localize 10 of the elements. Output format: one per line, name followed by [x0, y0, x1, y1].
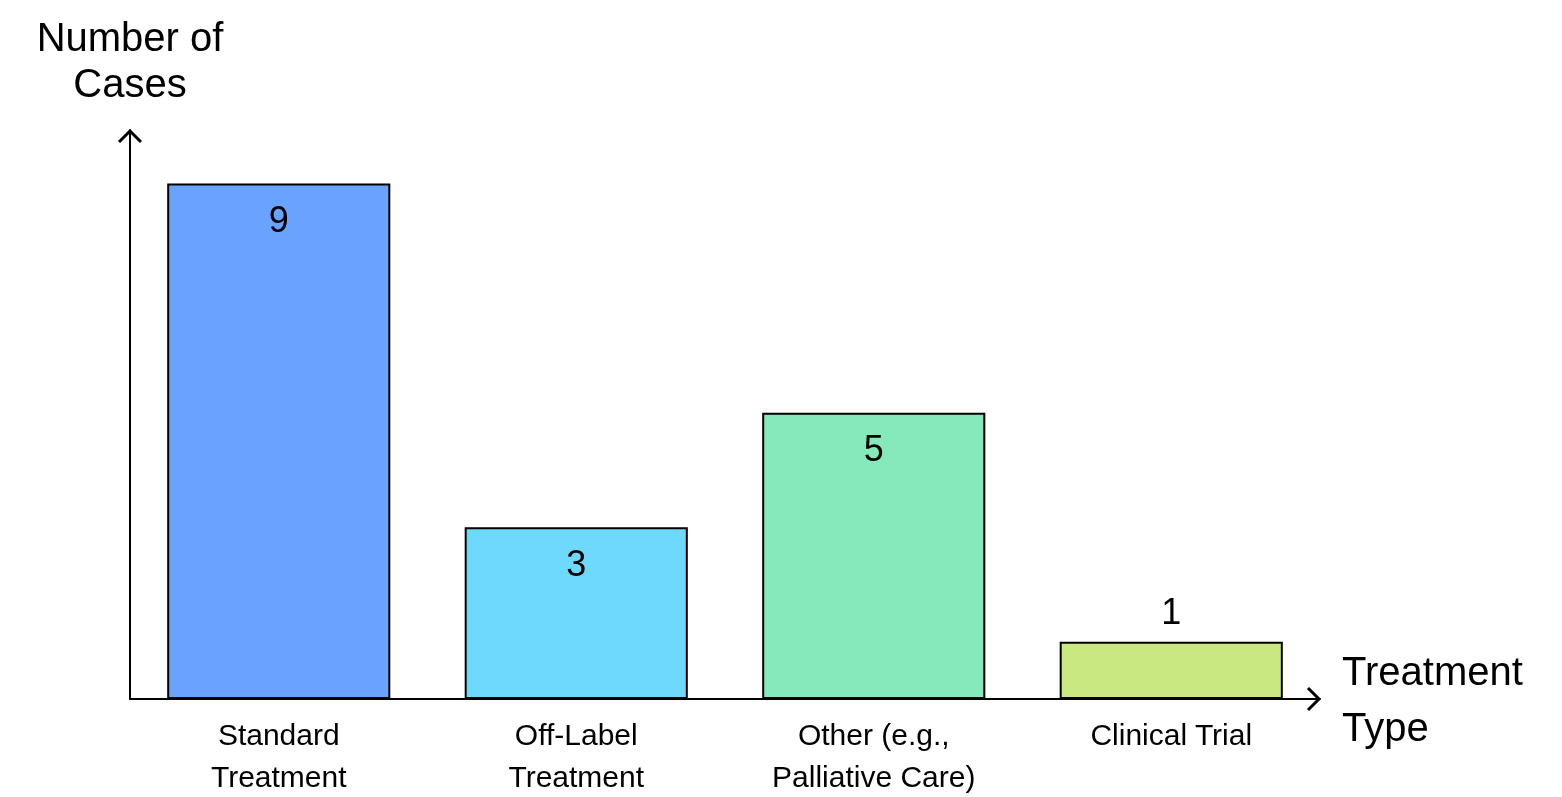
- data-label: 9: [268, 199, 289, 241]
- data-label: 5: [863, 428, 884, 470]
- x-tick-label: Other (e.g., Palliative Care): [772, 717, 976, 793]
- data-label: 1: [1161, 591, 1182, 633]
- y-axis-title: Number of Cases: [36, 15, 225, 105]
- x-tick-label: Off-Label Treatment: [508, 717, 645, 793]
- x-tick-label: Standard Treatment: [210, 717, 348, 793]
- x-axis-title: Treatment Type: [1342, 649, 1523, 749]
- x-tick-label: Clinical Trial: [1090, 717, 1253, 751]
- data-label: 3: [566, 542, 587, 584]
